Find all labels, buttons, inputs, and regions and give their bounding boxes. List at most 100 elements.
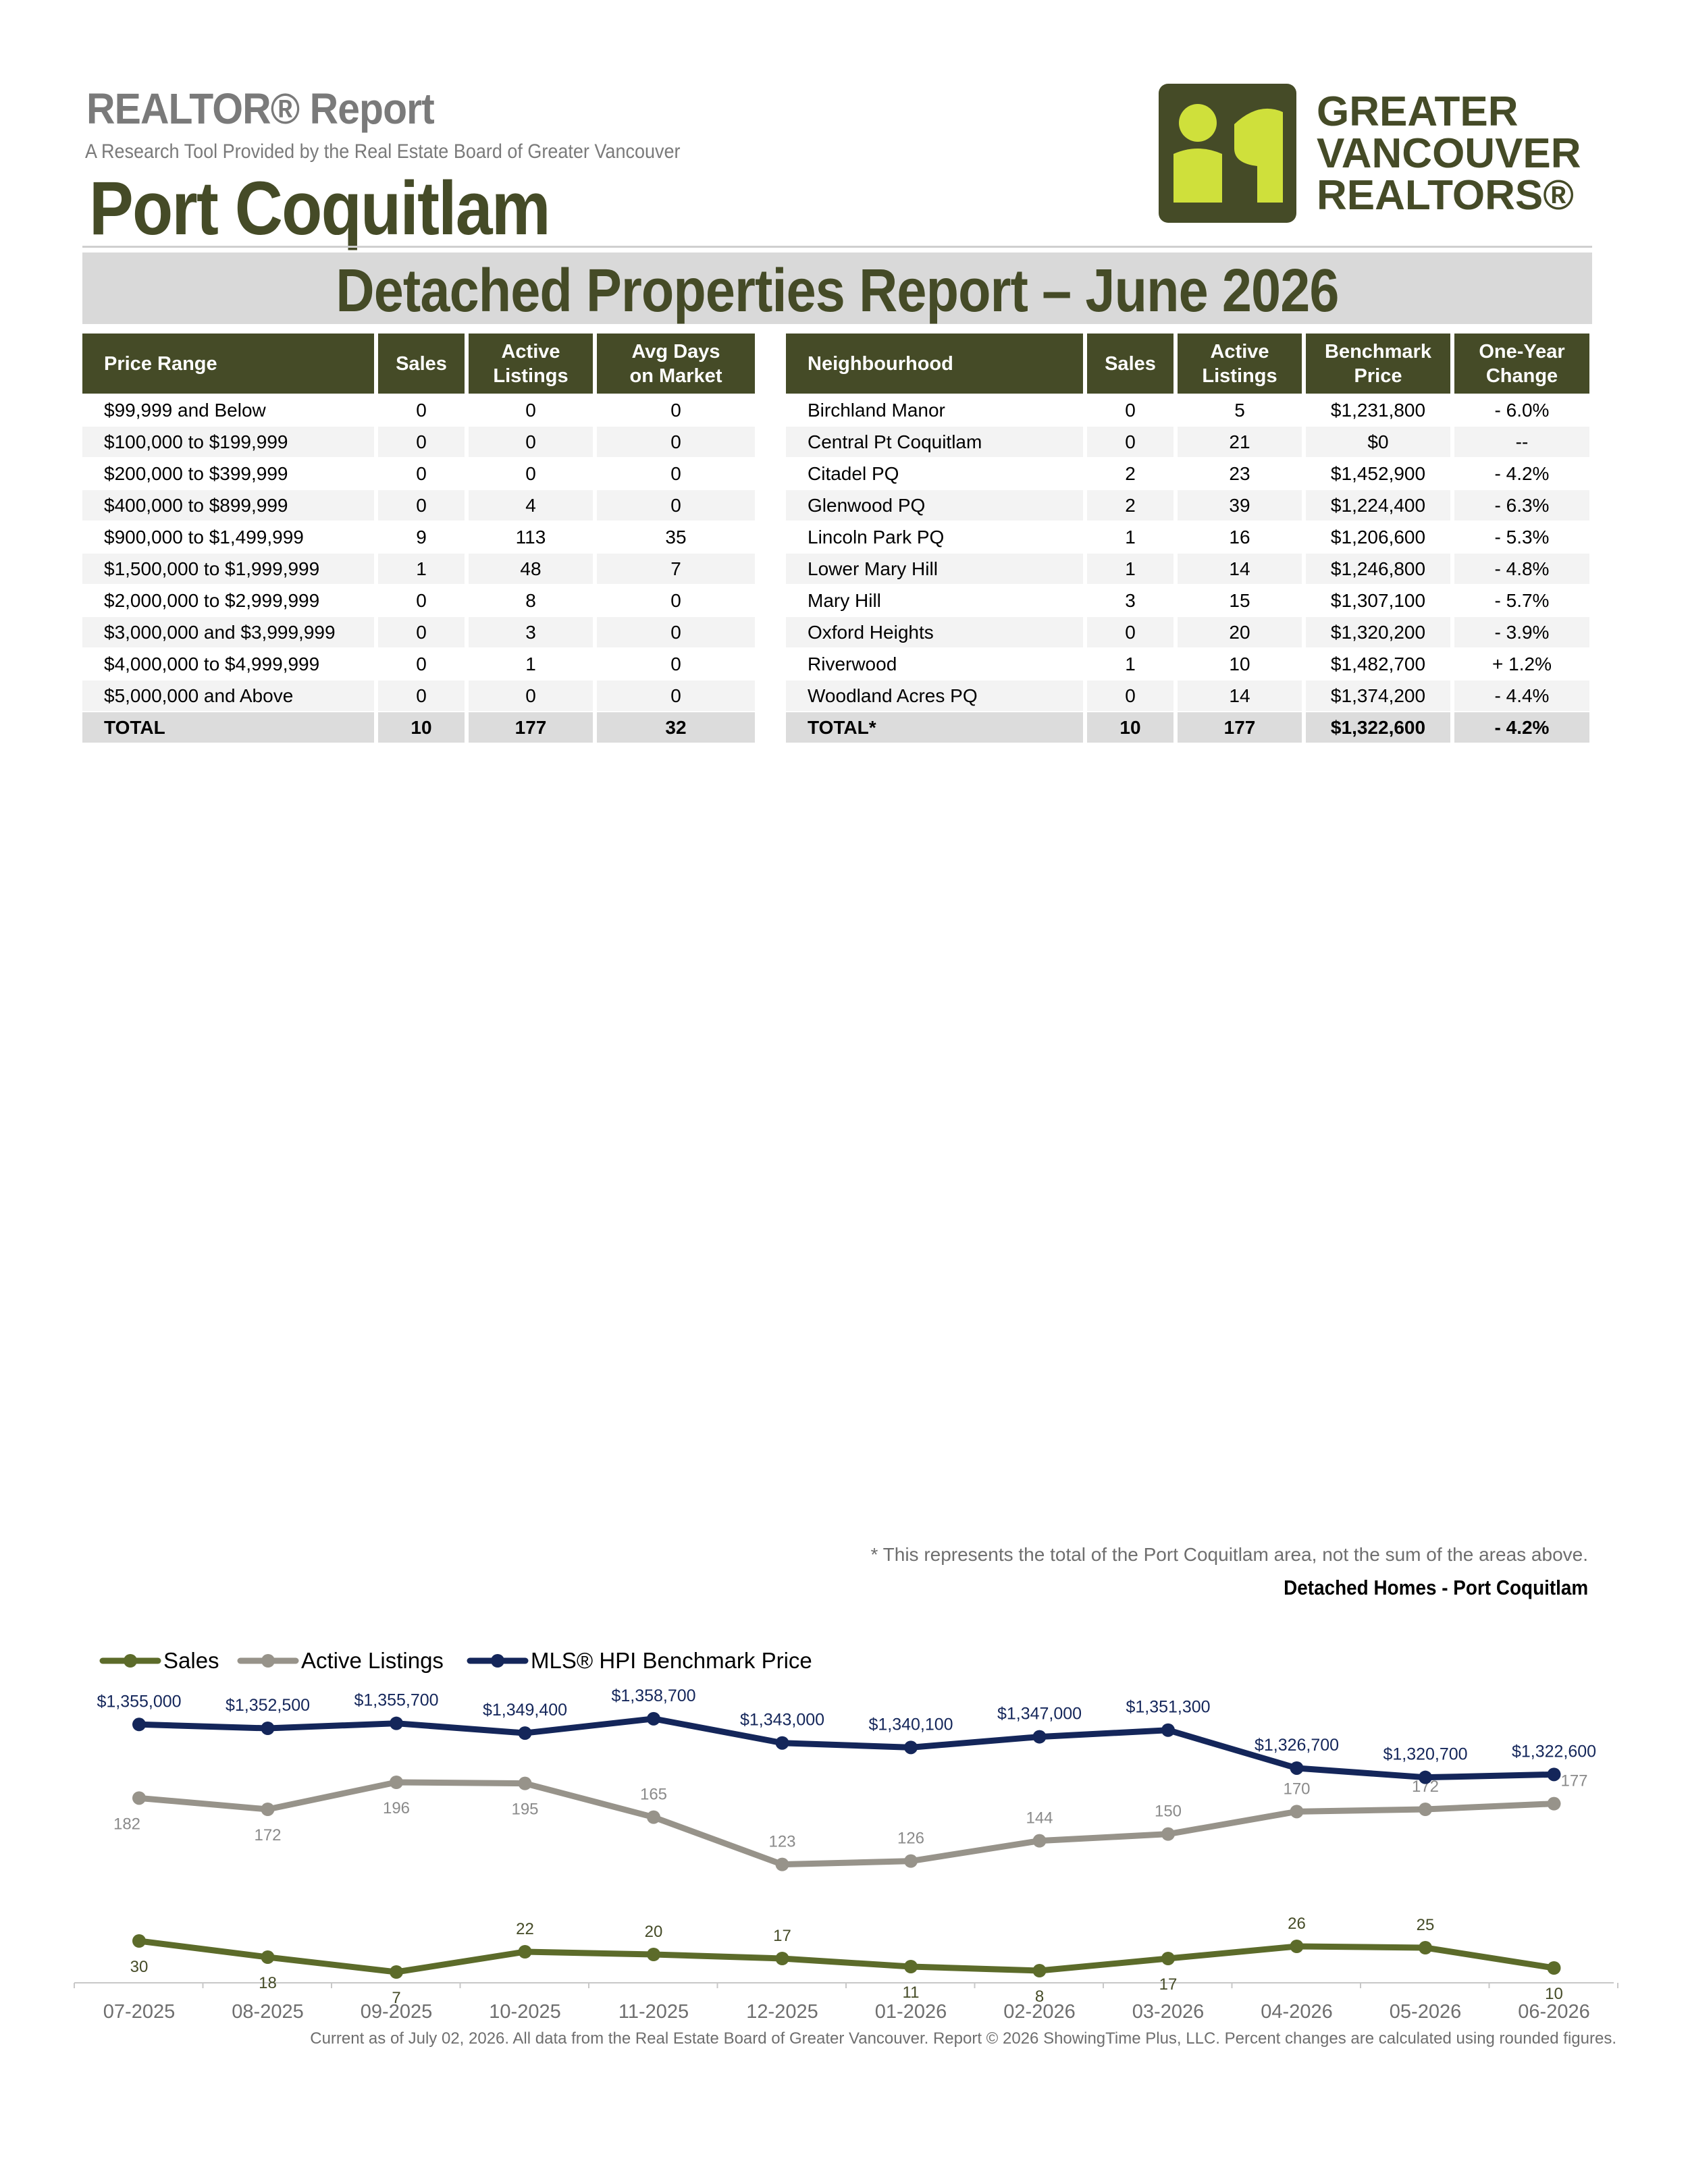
neighbourhood-cell: 16 bbox=[1229, 527, 1250, 548]
price-cell: $400,000 to $899,999 bbox=[82, 490, 374, 521]
neighbourhood-total-cell: 10 bbox=[1087, 712, 1173, 743]
neighbourhood-cell: Birchland Manor bbox=[808, 400, 945, 421]
table-row: $1,500,000 to $1,999,999 1 48 7 bbox=[82, 554, 755, 584]
price-cell: 3 bbox=[469, 617, 593, 647]
table-row: Central Pt Coquitlam 0 21 $0 -- bbox=[786, 427, 1589, 457]
neighbourhood-cell: Riverwood bbox=[808, 654, 897, 674]
data-label: $1,349,400 bbox=[483, 1701, 567, 1720]
data-label: 126 bbox=[897, 1830, 924, 1848]
data-point bbox=[647, 1948, 660, 1961]
data-label: $1,358,700 bbox=[611, 1686, 695, 1705]
x-tick-label: 11-2025 bbox=[618, 2001, 689, 2023]
neighbourhood-header-2: Active Listings bbox=[1178, 334, 1302, 394]
neighbourhood-total-cell: 177 bbox=[1178, 712, 1302, 743]
price-total-cell: 32 bbox=[597, 712, 755, 743]
data-point bbox=[647, 1711, 660, 1726]
data-point bbox=[390, 1776, 403, 1789]
x-tick-label: 04-2026 bbox=[1261, 2001, 1332, 2023]
price-cell: 4 bbox=[469, 490, 593, 521]
neighbourhood-cell: $1,231,800 bbox=[1330, 400, 1426, 421]
data-label: 172 bbox=[254, 1826, 281, 1844]
data-label: $1,355,000 bbox=[97, 1692, 181, 1711]
table-row: Glenwood PQ 2 39 $1,224,400- 6.3% bbox=[786, 490, 1589, 521]
neighbourhood-cell: 2 bbox=[1087, 490, 1173, 521]
price-cell: 0 bbox=[597, 681, 755, 711]
table-row: $400,000 to $899,999 0 4 0 bbox=[82, 490, 755, 521]
data-label: 144 bbox=[1026, 1809, 1053, 1828]
price-cell: $200,000 to $399,999 bbox=[104, 463, 288, 484]
chart-footnote: * This represents the total of the Port … bbox=[870, 1544, 1588, 1565]
data-point bbox=[1419, 1941, 1432, 1954]
legend-marker-2 bbox=[491, 1654, 504, 1668]
neighbourhood-cell: Glenwood PQ bbox=[786, 490, 1083, 521]
data-label: 177 bbox=[1560, 1772, 1587, 1790]
x-tick-label: 07-2025 bbox=[103, 2001, 175, 2023]
neighbourhood-cell: 0 bbox=[1125, 400, 1136, 421]
neighbourhood-cell: 0 bbox=[1087, 427, 1173, 457]
table-row: Riverwood 1 10 $1,482,700 + 1.2% bbox=[786, 649, 1589, 679]
neighbourhood-cell: Mary Hill bbox=[808, 590, 881, 611]
price-header-3: Avg Days on Market bbox=[597, 334, 755, 394]
neighbourhood-cell: 3 bbox=[1125, 590, 1136, 611]
table-row: $4,000,000 to $4,999,999 0 1 0 bbox=[82, 649, 755, 679]
neighbourhood-cell: 1 bbox=[1125, 527, 1136, 548]
data-point bbox=[1032, 1834, 1047, 1848]
neighbourhood-cell: + 1.2% bbox=[1492, 654, 1552, 674]
table-row: $100,000 to $199,999 0 0 0 bbox=[82, 427, 755, 457]
table-row: Woodland Acres PQ 0 14 $1,374,200- 4.4% bbox=[786, 681, 1589, 711]
data-label: $1,343,000 bbox=[740, 1711, 824, 1730]
price-cell: 8 bbox=[525, 590, 536, 611]
data-label: 170 bbox=[1283, 1780, 1310, 1798]
price-cell: $100,000 to $199,999 bbox=[82, 427, 374, 457]
neighbourhood-cell: 1 bbox=[1087, 554, 1173, 584]
neighbourhood-cell: 1 bbox=[1125, 654, 1136, 674]
data-point bbox=[904, 1740, 918, 1755]
neighbourhood-header-1: Sales bbox=[1087, 334, 1173, 394]
data-label: $1,351,300 bbox=[1126, 1698, 1210, 1717]
neighbourhood-cell: 23 bbox=[1229, 463, 1250, 484]
data-label: 20 bbox=[645, 1923, 663, 1941]
x-tick-label: 01-2026 bbox=[875, 2001, 947, 2023]
series-line-1 bbox=[136, 1779, 1557, 1868]
x-tick-label: 08-2025 bbox=[232, 2001, 303, 2023]
neighbourhood-cell: - 4.4% bbox=[1454, 681, 1589, 711]
data-point bbox=[261, 1803, 275, 1816]
data-label: 17 bbox=[773, 1927, 791, 1945]
price-header-2: Active Listings bbox=[469, 334, 593, 394]
data-point bbox=[390, 1965, 403, 1979]
data-point bbox=[647, 1810, 660, 1824]
report-banner: Detached Properties Report – June 2026 bbox=[82, 252, 1592, 325]
data-point bbox=[1547, 1796, 1561, 1811]
price-cell: $3,000,000 and $3,999,999 bbox=[82, 617, 374, 647]
price-cell: 0 bbox=[469, 427, 593, 457]
neighbourhood-cell: 2 bbox=[1125, 463, 1136, 484]
x-tick-label: 12-2025 bbox=[746, 2001, 818, 2023]
neighbourhood-cell: 21 bbox=[1178, 427, 1302, 457]
data-label: 26 bbox=[1288, 1915, 1306, 1933]
chart-caption: Detached Homes - Port Coquitlam bbox=[1283, 1576, 1588, 1599]
data-label: $1,326,700 bbox=[1255, 1736, 1339, 1755]
price-cell: 0 bbox=[469, 681, 593, 711]
table-row: Lower Mary Hill 1 14 $1,246,800- 4.8% bbox=[786, 554, 1589, 584]
neighbourhood-cell: $1,307,100 bbox=[1330, 590, 1426, 611]
neighbourhood-total-cell: $1,322,600 bbox=[1306, 712, 1450, 743]
data-point bbox=[132, 1717, 146, 1732]
neighbourhood-cell: $1,320,200 bbox=[1306, 617, 1450, 647]
data-point bbox=[390, 1716, 403, 1730]
neighbourhood-header-4: One-Year Change bbox=[1454, 334, 1589, 394]
table-row: Birchland Manor 0 5 $1,231,800 - 6.0% bbox=[786, 395, 1589, 425]
data-point bbox=[1032, 1730, 1047, 1744]
neighbourhood-cell: 0 bbox=[1087, 681, 1173, 711]
header-rule bbox=[82, 246, 1592, 248]
data-label: 22 bbox=[516, 1920, 534, 1938]
greater-vancouver-realtors-logo: GREATER VANCOUVER REALTORS® bbox=[1159, 84, 1581, 223]
price-cell: 113 bbox=[515, 527, 546, 548]
neighbourhood-cell: 20 bbox=[1178, 617, 1302, 647]
data-point bbox=[904, 1960, 918, 1973]
data-label: $1,340,100 bbox=[868, 1715, 953, 1734]
logo-text-line-2: VANCOUVER bbox=[1317, 130, 1581, 177]
data-point bbox=[904, 1854, 918, 1868]
table-row: $2,000,000 to $2,999,999 0 8 0 bbox=[82, 585, 755, 616]
data-label: 10 bbox=[1545, 1985, 1563, 2003]
neighbourhood-cell: $1,482,700 bbox=[1330, 654, 1426, 674]
